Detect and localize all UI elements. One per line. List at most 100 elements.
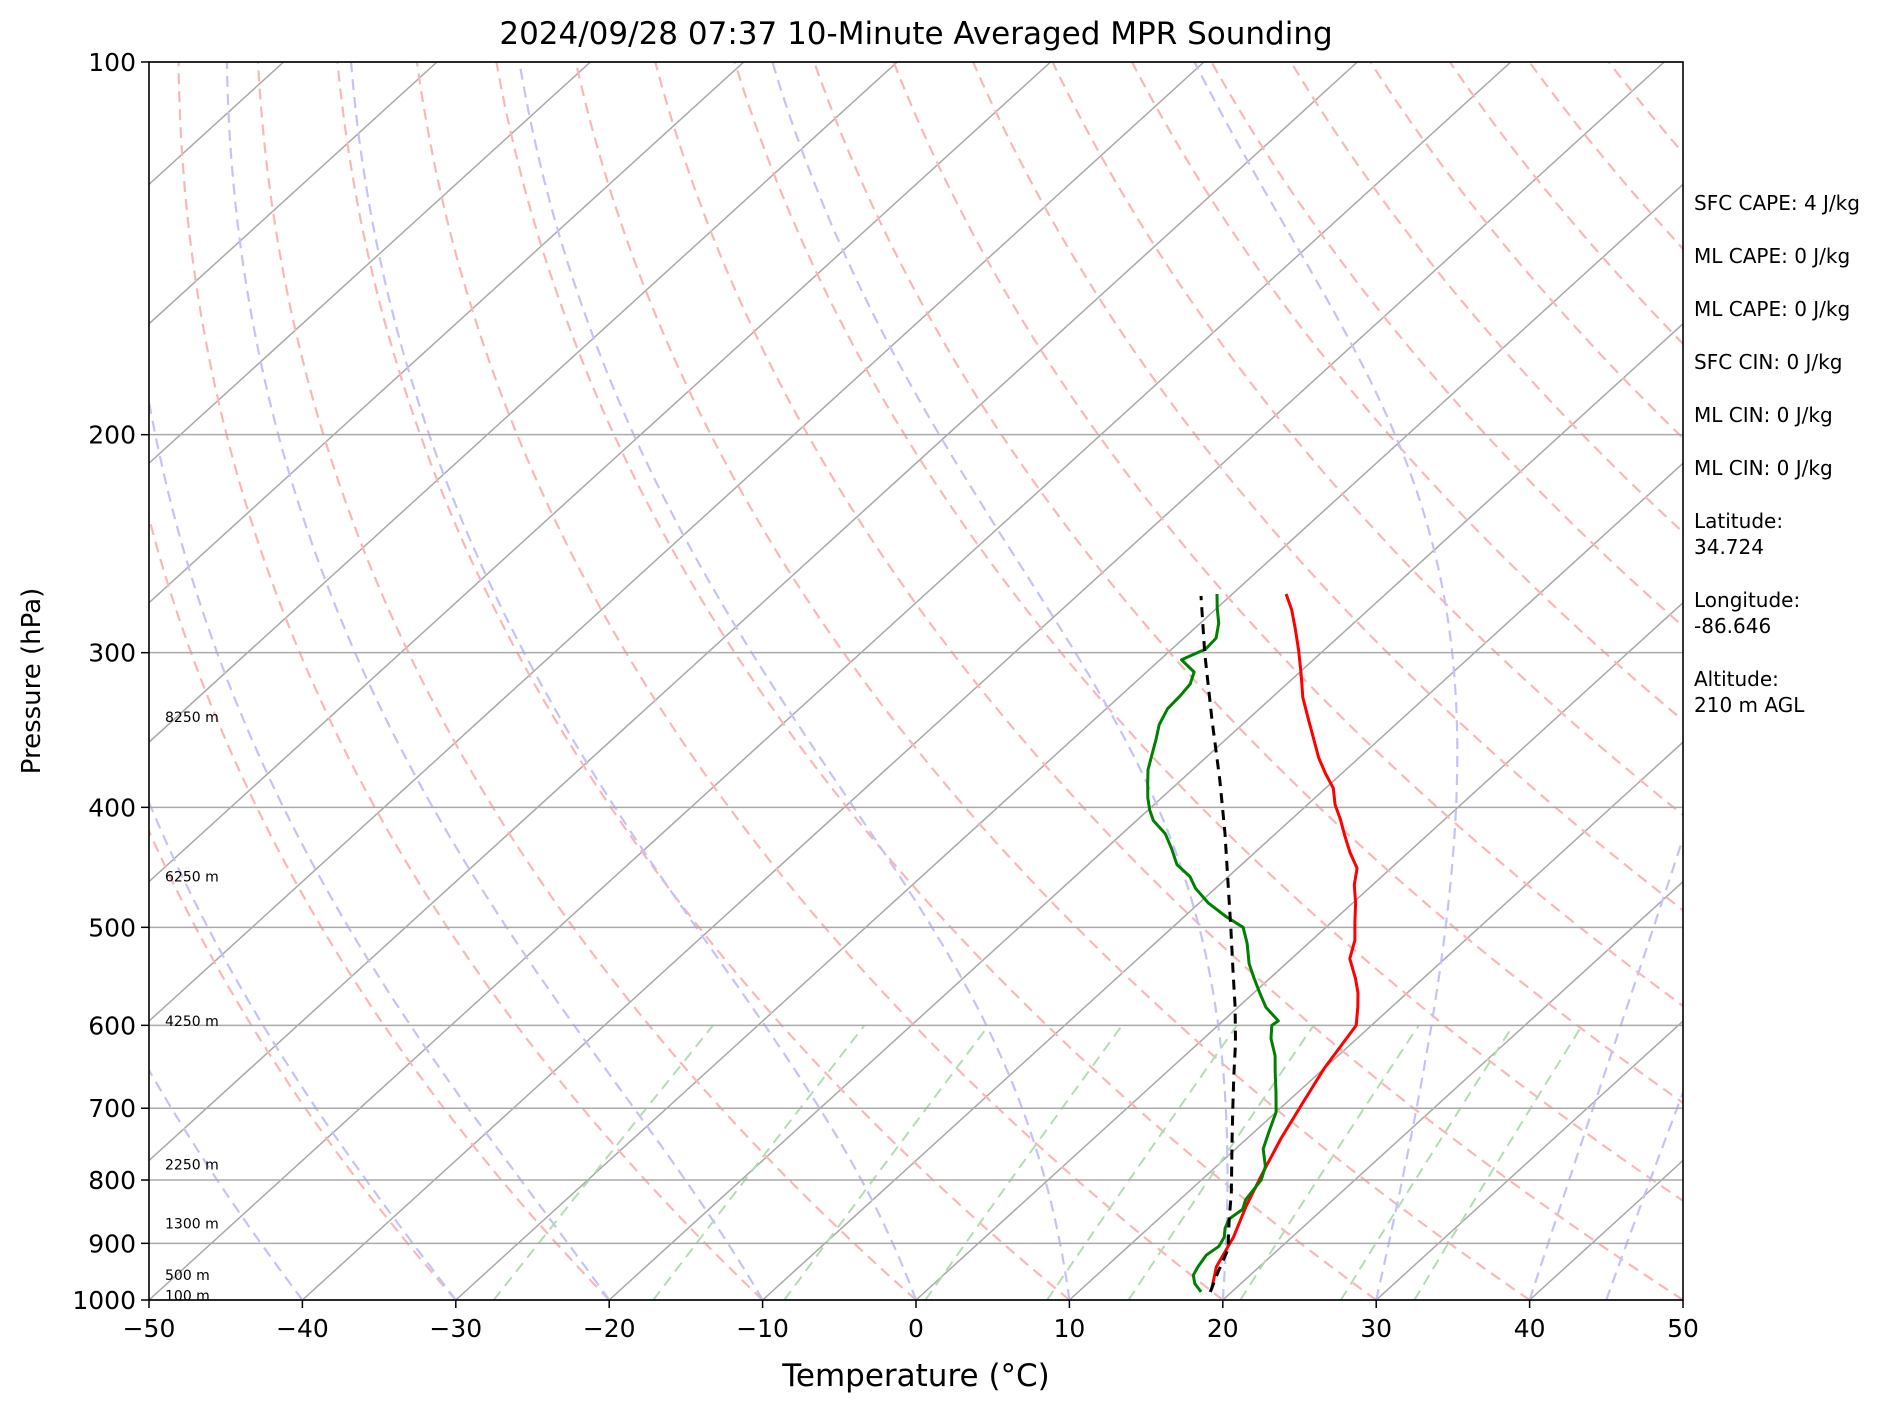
- mixing-ratio-line: [1239, 1024, 1420, 1300]
- dry-adiabat-line: [574, 62, 1531, 1300]
- dry-adiabat-line: [256, 62, 917, 1300]
- sounding-profiles: [1146, 593, 1360, 1293]
- x-tick-label: −20: [583, 1314, 636, 1343]
- x-tick-label: 30: [1360, 1314, 1392, 1343]
- x-axis-label: Temperature (°C): [781, 1358, 1050, 1394]
- height-label: 2250 m: [165, 1157, 219, 1173]
- height-label: 100 m: [165, 1289, 210, 1305]
- dry-adiabat-line: [1131, 62, 1683, 722]
- x-tick-label: −10: [736, 1314, 789, 1343]
- height-labels: 8250 m 6250 m 4250 m 2250 m 1300 m 500 m 100 m: [165, 710, 219, 1305]
- isotherm-line: [762, 462, 1683, 1300]
- annotation-line: ML CAPE: 0 J/kg: [1694, 244, 1850, 268]
- annotation-text: ML CIN: 0 J/kg: [1694, 403, 1833, 427]
- mixing-ratio-line: [783, 1024, 990, 1300]
- y-tick-label: 700: [88, 1094, 136, 1123]
- x-tick-label: −30: [429, 1314, 482, 1343]
- isotherm-line: [149, 62, 1052, 883]
- y-tick-label: 100: [88, 48, 136, 77]
- chart-title: 2024/09/28 07:37 10-Minute Averaged MPR …: [499, 16, 1332, 52]
- isotherm-line: [149, 62, 438, 325]
- annotations: SFC CAPE: 4 J/kg ML CAPE: 0 J/kg ML CAPE: …: [1694, 191, 1860, 717]
- x-tick-label: 40: [1514, 1314, 1546, 1343]
- moist-adiabat-line: [771, 62, 1229, 1300]
- x-tick-label: −50: [123, 1314, 176, 1343]
- annotation-text: ML CAPE: 0 J/kg: [1694, 244, 1850, 268]
- y-tick-label: 900: [88, 1229, 136, 1258]
- moist-adiabat-line: [1528, 834, 1683, 1300]
- moist-adiabat-line: [349, 62, 918, 1300]
- moist-adiabat-line: [225, 62, 764, 1300]
- x-tick-label: 20: [1207, 1314, 1239, 1343]
- plot-frame: [148, 61, 1684, 1301]
- dry-adiabat-line: [1847, 62, 1893, 1300]
- annotation-text: Longitude: -86.646: [1694, 588, 1800, 638]
- isotherm-line: [149, 62, 591, 465]
- dry-adiabat-line: [1448, 62, 1683, 346]
- dry-adiabat-line: [149, 513, 610, 1300]
- isotherm-line: [149, 62, 1358, 1162]
- isotherm-line: [301, 62, 1665, 1300]
- x-tick-label: 0: [908, 1314, 924, 1343]
- grid: [149, 61, 1683, 1301]
- annotation-line: ML CIN: 0 J/kg: [1694, 403, 1833, 427]
- dry-adiabat-line: [336, 62, 1071, 1300]
- annotation-text: Altitude: 210 m AGL: [1694, 667, 1805, 717]
- dry-adiabat-line: [1210, 62, 1683, 628]
- isotherm-line: [149, 62, 1205, 1023]
- x-tick-label: 50: [1667, 1314, 1699, 1343]
- isotherm-line: [915, 601, 1683, 1300]
- isotherm-line: [455, 183, 1683, 1300]
- y-ticks: 100 200 300 400 500 600 700 800 900 1000: [72, 48, 149, 1315]
- isotherm-line: [1222, 880, 1683, 1300]
- y-tick-label: 1000: [72, 1286, 136, 1315]
- annotation-line: ML CIN: 0 J/kg: [1694, 456, 1833, 480]
- mixing-ratio-line: [1413, 1024, 1584, 1300]
- isotherm-line: [149, 62, 745, 604]
- dry-adiabat-line: [1369, 62, 1683, 440]
- x-ticks: −50 −40 −30 −20 −10 0 10 20 30 40 50: [123, 1300, 1699, 1343]
- annotation-line: 34.724: [1694, 535, 1764, 559]
- x-tick-label: −40: [276, 1314, 329, 1343]
- moist-adiabat-line: [1605, 1089, 1683, 1300]
- annotation-text: ML CIN: 0 J/kg: [1694, 456, 1833, 480]
- moist-adiabat-line: [149, 799, 457, 1300]
- annotation-line: ML CAPE: 0 J/kg: [1694, 297, 1850, 321]
- isotherm-line: [149, 62, 1512, 1300]
- x-tick-label: 10: [1053, 1314, 1085, 1343]
- moist-adiabat-line: [1193, 62, 1459, 1300]
- sounding-line: [1146, 593, 1280, 1293]
- dry-adiabat-line: [149, 828, 457, 1300]
- y-axis-label: Pressure (hPa): [17, 588, 47, 775]
- isotherm-line: [608, 322, 1683, 1300]
- dry-adiabat-line: [733, 62, 1683, 1203]
- dry-adiabat-line: [654, 62, 1683, 1300]
- annotation-line: -86.646: [1694, 614, 1771, 638]
- dry-adiabat-line: [177, 62, 764, 1300]
- annotation-line: Longitude:: [1694, 588, 1800, 612]
- mixing-ratio-line: [924, 1024, 1123, 1300]
- height-label: 6250 m: [165, 870, 219, 886]
- sounding-line: [1210, 593, 1360, 1290]
- dry-adiabat-line: [415, 62, 1224, 1300]
- annotation-line: Altitude:: [1694, 667, 1779, 691]
- y-tick-label: 800: [88, 1166, 136, 1195]
- height-label: 8250 m: [165, 710, 219, 726]
- isotherm-line: [1068, 741, 1683, 1300]
- mixing-ratio-line: [492, 1024, 714, 1300]
- height-label: 1300 m: [165, 1216, 219, 1232]
- annotation-line: 210 m AGL: [1694, 693, 1805, 717]
- dry-adiabat-line: [1051, 62, 1683, 817]
- height-label: 500 m: [165, 1268, 210, 1284]
- y-tick-label: 400: [88, 793, 136, 822]
- moist-adiabat-line: [518, 62, 1071, 1300]
- annotation-line: Latitude:: [1694, 509, 1783, 533]
- y-tick-label: 300: [88, 639, 136, 668]
- y-tick-label: 600: [88, 1011, 136, 1040]
- dry-adiabat-line: [495, 62, 1377, 1300]
- mixing-ratio-line: [1046, 1024, 1238, 1300]
- annotation-text: SFC CAPE: 4 J/kg: [1694, 191, 1860, 215]
- parcel-profile-line: [1199, 595, 1237, 1293]
- moist-adiabat-line: [149, 395, 611, 1300]
